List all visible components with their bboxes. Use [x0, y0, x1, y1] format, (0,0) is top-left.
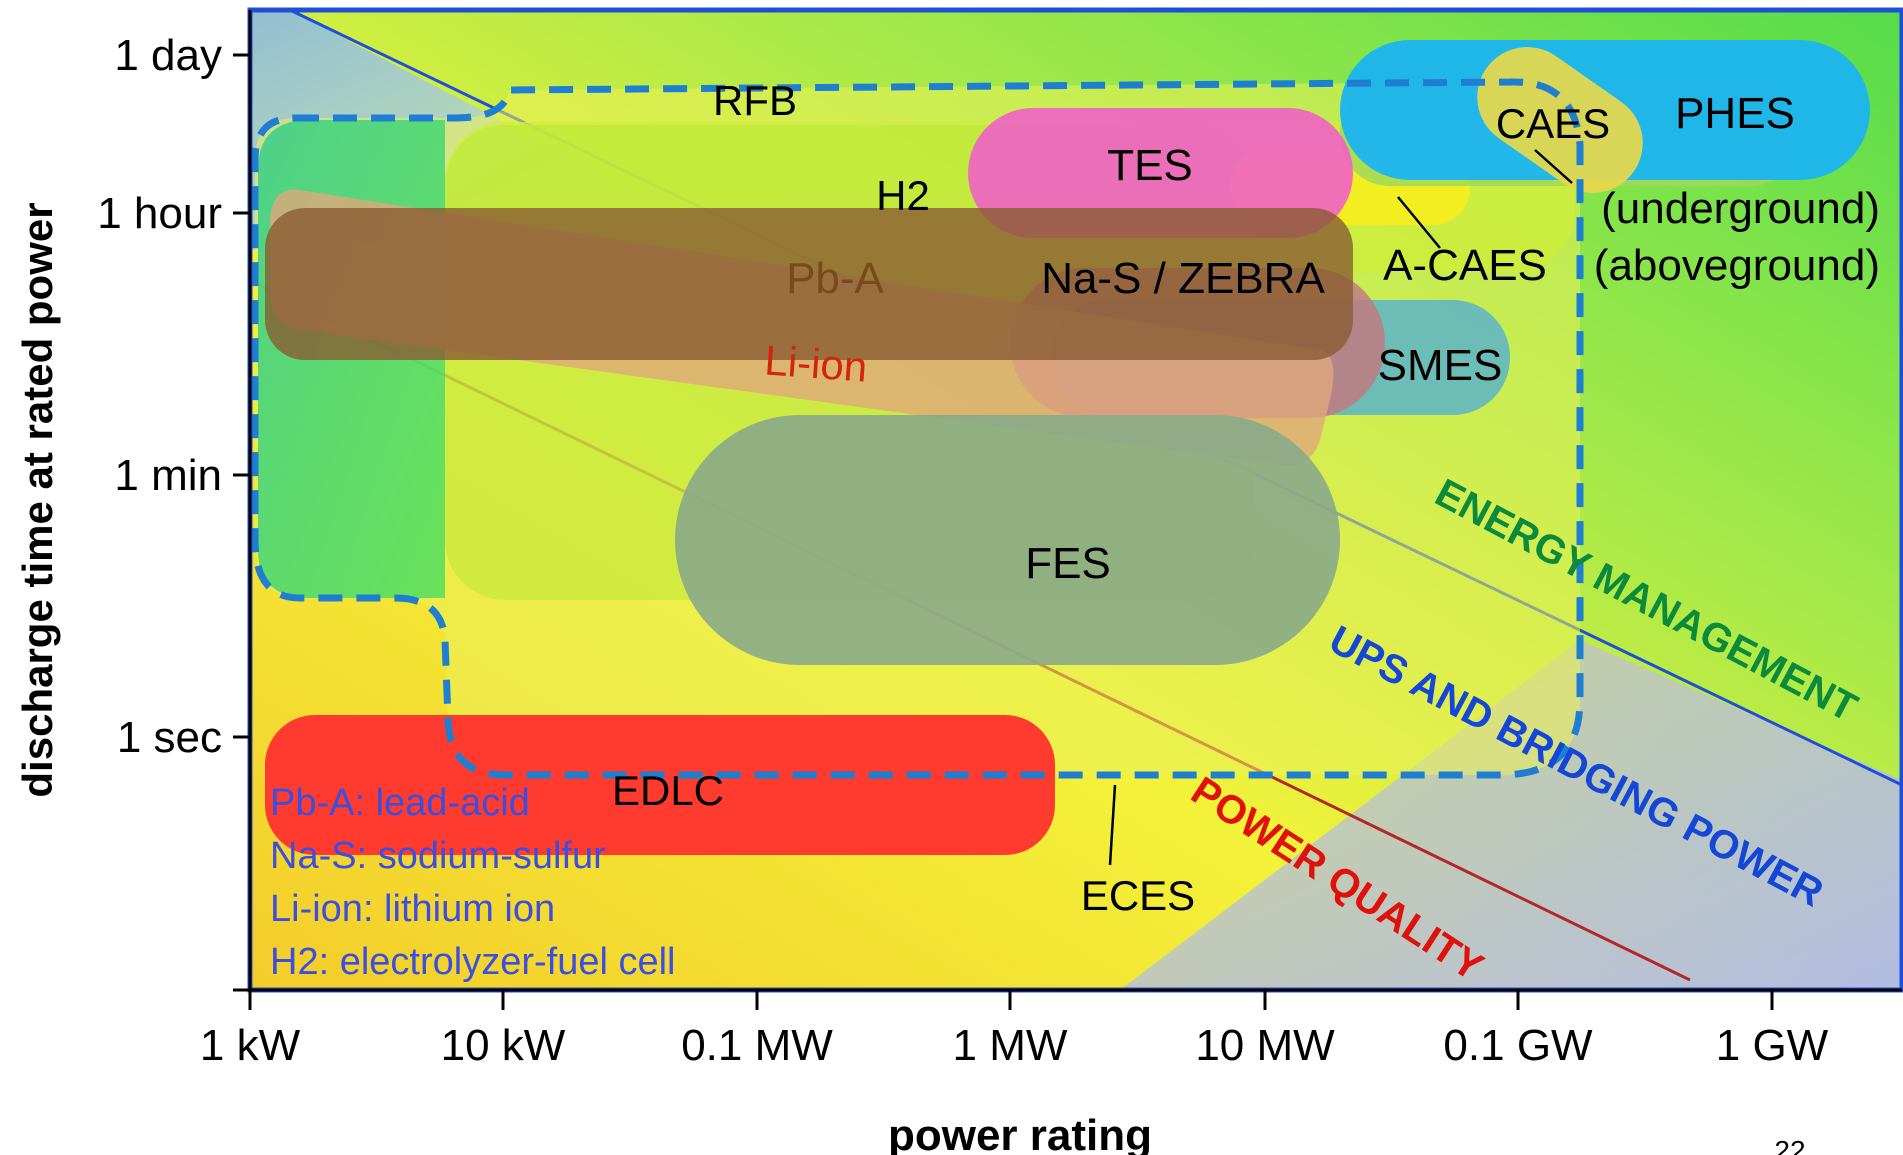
- y-tick-label: 1 hour: [97, 189, 222, 238]
- bottom-right-blue-zone: [1120, 640, 1902, 990]
- smes-label: SMES: [1378, 341, 1503, 390]
- caes-leader-line: [1534, 149, 1573, 184]
- legend-item: Pb-A: lead-acid: [270, 782, 530, 824]
- x-axis: 1 kW 10 kW 0.1 MW 1 MW 10 MW 0.1 GW 1 GW…: [200, 988, 1902, 1155]
- edlc-region: [265, 715, 1055, 855]
- fes-label: FES: [1025, 539, 1111, 588]
- acaes-aboveground-label: (aboveground): [1594, 241, 1880, 290]
- phes-label: PHES: [1675, 89, 1795, 138]
- edlc-label: EDLC: [612, 767, 724, 814]
- fes-region: [675, 415, 1340, 665]
- rfb-label: RFB: [713, 77, 797, 124]
- eces-dashed-boundary: [251, 78, 1584, 779]
- legend-item: H2: electrolyzer-fuel cell: [270, 941, 675, 983]
- x-axis-title: power rating: [888, 1111, 1152, 1155]
- pba-region: [265, 208, 1353, 360]
- tes-region: [968, 108, 1353, 238]
- h2-label: H2: [876, 172, 930, 219]
- y-axis-title: discharge time at rated power: [14, 202, 61, 797]
- x-tick-label: 0.1 MW: [681, 1021, 833, 1070]
- legend-item: Na-S: sodium-sulfur: [270, 835, 606, 877]
- x-tick-label: 10 kW: [441, 1021, 566, 1070]
- acaes-leader-line: [1397, 196, 1441, 249]
- technology-labels: RFB TES H2 Pb-A Na-S / ZEBRA Li-ion SMES…: [612, 77, 1880, 919]
- y-axis: 1 day 1 hour 1 min 1 sec discharge time …: [14, 10, 252, 992]
- y-tick-label: 1 sec: [117, 713, 222, 762]
- x-tick-label: 1 MW: [953, 1021, 1068, 1070]
- y-tick-label: 1 day: [114, 31, 222, 80]
- eces-label: ECES: [1081, 872, 1195, 919]
- nas-label: Na-S / ZEBRA: [1041, 254, 1325, 303]
- caes-label: CAES: [1496, 100, 1610, 147]
- x-tick-label: 1 GW: [1716, 1021, 1829, 1070]
- legend: Pb-A: lead-acid Na-S: sodium-sulfur Li-i…: [270, 782, 675, 983]
- page-number: 22: [1774, 1135, 1805, 1155]
- x-tick-label: 10 MW: [1195, 1021, 1335, 1070]
- acaes-label: A-CAES: [1383, 241, 1547, 290]
- x-tick-label: 1 kW: [200, 1021, 301, 1070]
- eces-leader-line: [1108, 784, 1117, 866]
- caes-underground-label: (underground): [1601, 184, 1880, 233]
- legend-item: Li-ion: lithium ion: [270, 888, 555, 930]
- liion-label: Li-ion: [763, 337, 869, 391]
- pba-label: Pb-A: [786, 254, 884, 303]
- x-tick-label: 0.1 GW: [1443, 1021, 1593, 1070]
- y-tick-label: 1 min: [114, 451, 222, 500]
- technology-regions: [251, 40, 1870, 866]
- tes-label: TES: [1107, 141, 1193, 190]
